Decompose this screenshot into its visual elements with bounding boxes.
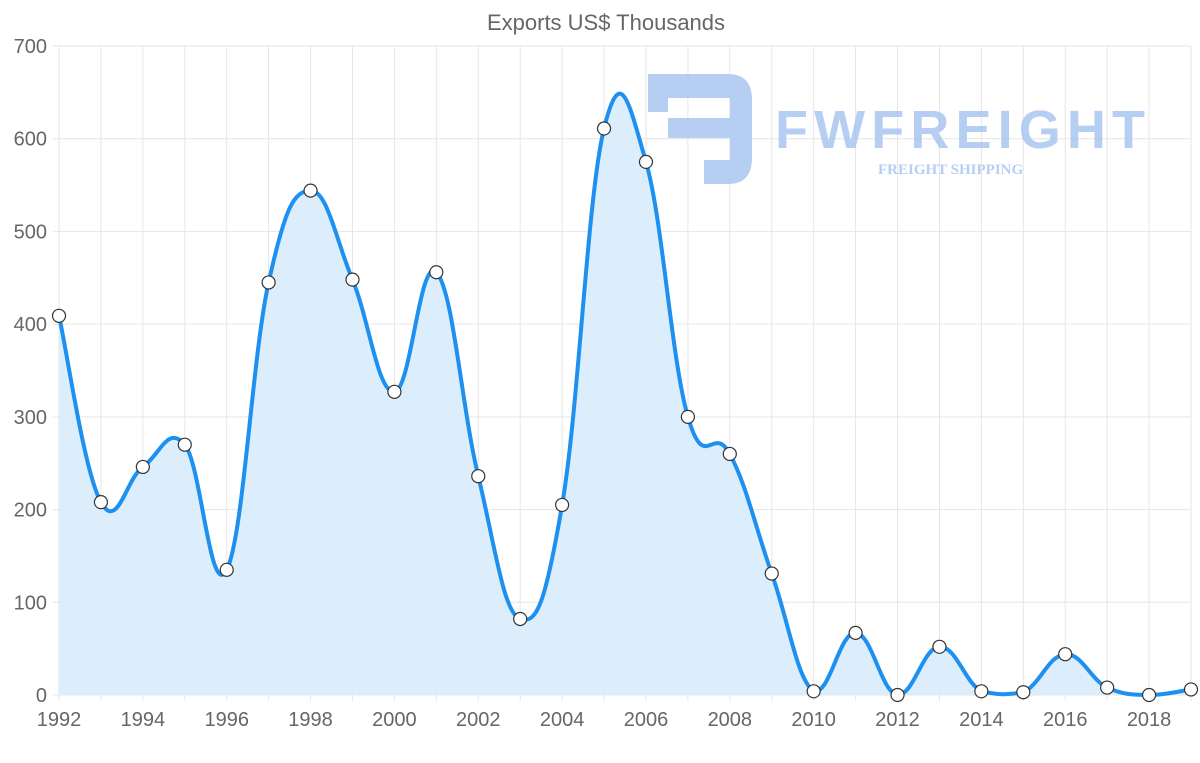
y-tick-label: 0 <box>36 685 47 707</box>
data-point-2013[interactable] <box>932 639 947 654</box>
data-point-2001[interactable] <box>429 265 444 280</box>
x-tick-label: 2008 <box>708 709 753 731</box>
data-point-1996[interactable] <box>219 562 234 577</box>
data-point-2005[interactable] <box>596 121 612 136</box>
logo-mark <box>648 74 752 184</box>
data-point-2006[interactable] <box>638 154 654 169</box>
logo-brand: FWFREIGHT <box>775 100 1145 160</box>
y-tick-label: 600 <box>14 129 47 151</box>
y-tick-label: 700 <box>14 36 47 58</box>
data-point-2002[interactable] <box>471 469 486 484</box>
data-point-2016[interactable] <box>1058 647 1073 662</box>
data-point-2018[interactable] <box>1141 687 1157 703</box>
data-point-2012[interactable] <box>890 687 905 703</box>
data-point-2008[interactable] <box>722 446 737 462</box>
x-tick-label: 2006 <box>624 709 669 731</box>
x-tick-label: 1994 <box>121 709 166 731</box>
data-point-2009[interactable] <box>764 566 779 581</box>
data-point-1998[interactable] <box>303 183 318 198</box>
data-point-2003[interactable] <box>513 611 528 627</box>
data-point-2000[interactable] <box>387 384 402 399</box>
x-tick-label: 2014 <box>959 709 1004 731</box>
y-tick-label: 500 <box>14 221 47 243</box>
x-tick-label: 2000 <box>372 709 417 731</box>
logo-tagline: FREIGHT SHIPPING <box>878 162 1023 178</box>
x-tick-label: 2004 <box>540 709 585 731</box>
data-points <box>51 121 1199 703</box>
x-axis-ticks: 1992 1994 1996 1998 2000 2002 2004 2006 2008 2010… <box>37 709 1172 731</box>
x-tick-label: 2018 <box>1127 709 1172 731</box>
data-point-1999[interactable] <box>345 272 360 287</box>
y-tick-label: 100 <box>14 592 47 614</box>
data-point-1993[interactable] <box>93 495 109 510</box>
data-point-2017[interactable] <box>1100 680 1115 695</box>
data-point-1995[interactable] <box>177 437 192 452</box>
data-point-2011[interactable] <box>848 625 863 640</box>
y-axis-ticks: 0 100 200 300 400 500 600 700 <box>14 36 47 707</box>
data-point-1994[interactable] <box>135 459 150 475</box>
data-point-1997[interactable] <box>261 275 276 290</box>
data-point-2004[interactable] <box>555 497 570 513</box>
chart-title: Exports US$ Thousands <box>487 10 725 35</box>
data-point-2010[interactable] <box>806 684 821 699</box>
x-tick-label: 1996 <box>204 709 249 731</box>
x-tick-label: 2002 <box>456 709 501 731</box>
x-tick-label: 2010 <box>791 709 836 731</box>
watermark-logo: FWFREIGHT FREIGHT SHIPPING <box>648 74 1145 184</box>
data-point-2019[interactable] <box>1183 682 1199 697</box>
y-tick-label: 400 <box>14 314 47 336</box>
area-fill <box>59 93 1191 695</box>
x-tick-label: 1998 <box>288 709 333 731</box>
x-tick-label: 1992 <box>37 709 82 731</box>
y-tick-label: 300 <box>14 407 47 429</box>
x-tick-label: 2016 <box>1043 709 1088 731</box>
data-point-2007[interactable] <box>680 409 695 424</box>
data-point-2014[interactable] <box>974 684 989 699</box>
data-point-1992[interactable] <box>51 308 67 323</box>
x-tick-label: 2012 <box>875 709 920 731</box>
data-point-2015[interactable] <box>1016 685 1031 700</box>
y-tick-label: 200 <box>14 500 47 522</box>
